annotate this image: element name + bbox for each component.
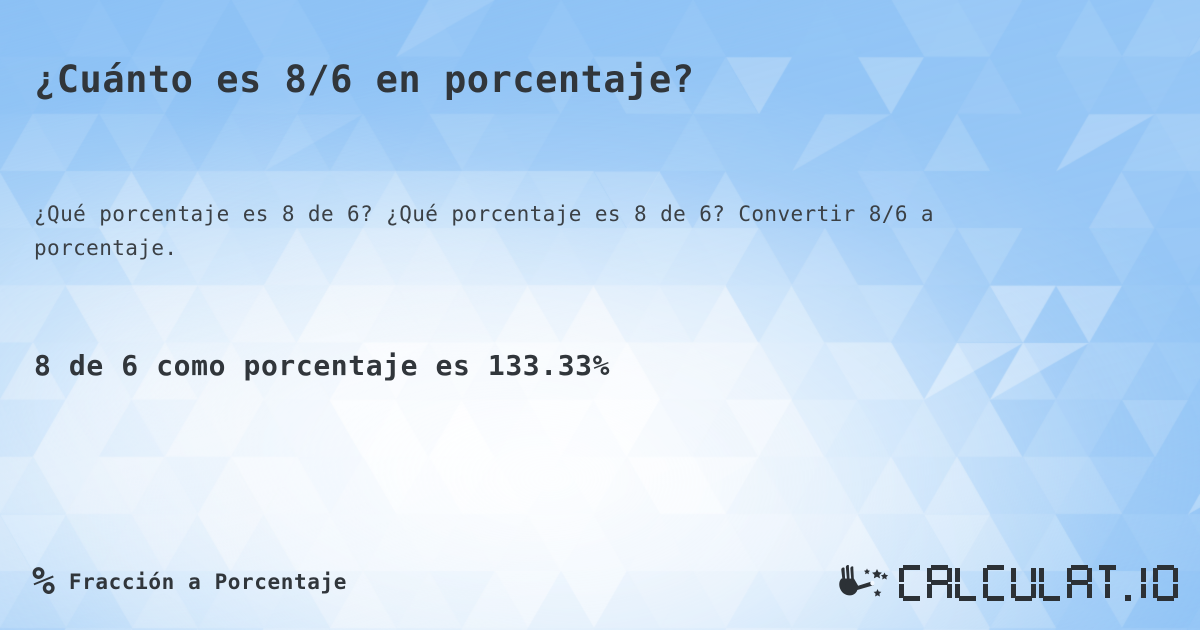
magic-wand-hand-icon	[839, 565, 889, 597]
footer-category: % Fracción a Porcentaje	[32, 559, 347, 603]
footer-category-label: Fracción a Porcentaje	[68, 570, 347, 594]
brand-letter	[1138, 565, 1150, 601]
page-title: ¿Cuánto es 8/6 en porcentaje?	[34, 57, 695, 101]
brand-logo[interactable]	[837, 561, 1178, 603]
percent-icon: %	[32, 559, 55, 603]
brand-letter	[899, 565, 924, 601]
brand-letter	[955, 565, 980, 601]
brand-letter	[1067, 565, 1092, 601]
brand-letter	[1123, 565, 1135, 601]
brand-letter	[1095, 565, 1120, 601]
page-description: ¿Qué porcentaje es 8 de 6? ¿Qué porcenta…	[34, 202, 934, 260]
brand-letter	[1011, 565, 1036, 601]
brand-letter	[983, 565, 1008, 601]
brand-letter	[927, 565, 952, 601]
brand-letter	[1039, 565, 1064, 601]
answer-statement: 8 de 6 como porcentaje es 133.33%	[34, 349, 611, 382]
brand-name	[899, 563, 1178, 601]
brand-letter	[1153, 565, 1178, 601]
